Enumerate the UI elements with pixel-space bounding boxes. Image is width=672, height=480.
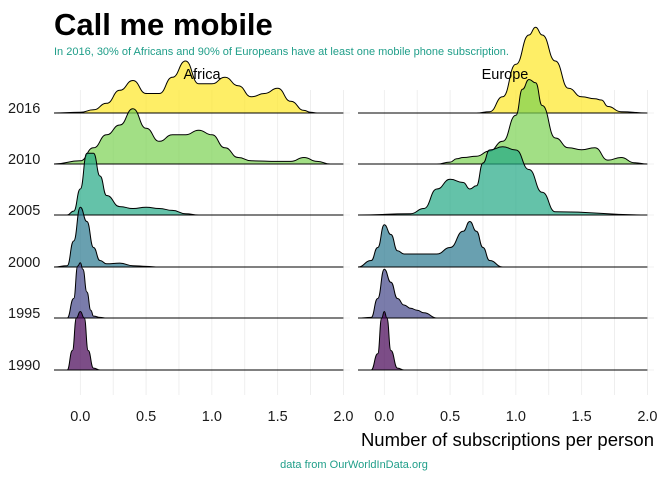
x-tick-label: 2.0: [637, 409, 657, 425]
y-tick-label: 2010: [8, 152, 40, 168]
y-tick-label: 2000: [8, 255, 40, 271]
x-tick-label: 0.5: [136, 409, 156, 425]
ridge-africa-2005: [54, 152, 344, 216]
ridge-africa-2010: [53, 108, 344, 165]
y-tick-label: 1995: [8, 306, 40, 322]
ridge-europe-2016: [358, 26, 648, 114]
x-tick-label: 2.0: [333, 409, 353, 425]
ridge-africa-2000: [53, 206, 344, 268]
ridge-europe-2005: [357, 146, 648, 216]
panel-europe: Europe 0.0 0.5 1.0 1.5 2.0: [357, 26, 658, 425]
x-tick-label: 0.0: [70, 409, 90, 425]
x-tick-label: 0.5: [440, 409, 460, 425]
y-tick-label: 2005: [8, 203, 40, 219]
panel-label-africa: Africa: [183, 67, 221, 83]
ridge-africa-1990: [53, 310, 344, 371]
ridge-europe-1995: [357, 268, 648, 319]
x-tick-label: 1.0: [202, 409, 222, 425]
ridge-europe-2000: [357, 220, 648, 268]
panel-africa: Africa 0.0 0.5 1.0 1.5 2.0: [53, 60, 354, 425]
ridge-europe-1990: [357, 310, 648, 371]
y-tick-label: 2016: [8, 101, 40, 117]
y-axis-labels: 2016 2010 2005 2000 1995 1990: [8, 101, 40, 374]
ridge-africa-2016: [53, 60, 344, 114]
x-tick-label: 1.0: [506, 409, 526, 425]
x-tick-label: 0.0: [374, 409, 394, 425]
ridge-africa-1995: [54, 262, 344, 319]
x-tick-label: 1.5: [268, 409, 288, 425]
x-axis-label: Number of subscriptions per person: [361, 429, 654, 450]
chart-title: Call me mobile: [54, 7, 273, 42]
chart-subtitle: In 2016, 30% of Africans and 90% of Euro…: [54, 46, 509, 58]
panel-label-europe: Europe: [482, 67, 529, 83]
y-tick-label: 1990: [8, 358, 40, 374]
chart-caption: data from OurWorldInData.org: [280, 459, 428, 471]
x-tick-label: 1.5: [572, 409, 592, 425]
